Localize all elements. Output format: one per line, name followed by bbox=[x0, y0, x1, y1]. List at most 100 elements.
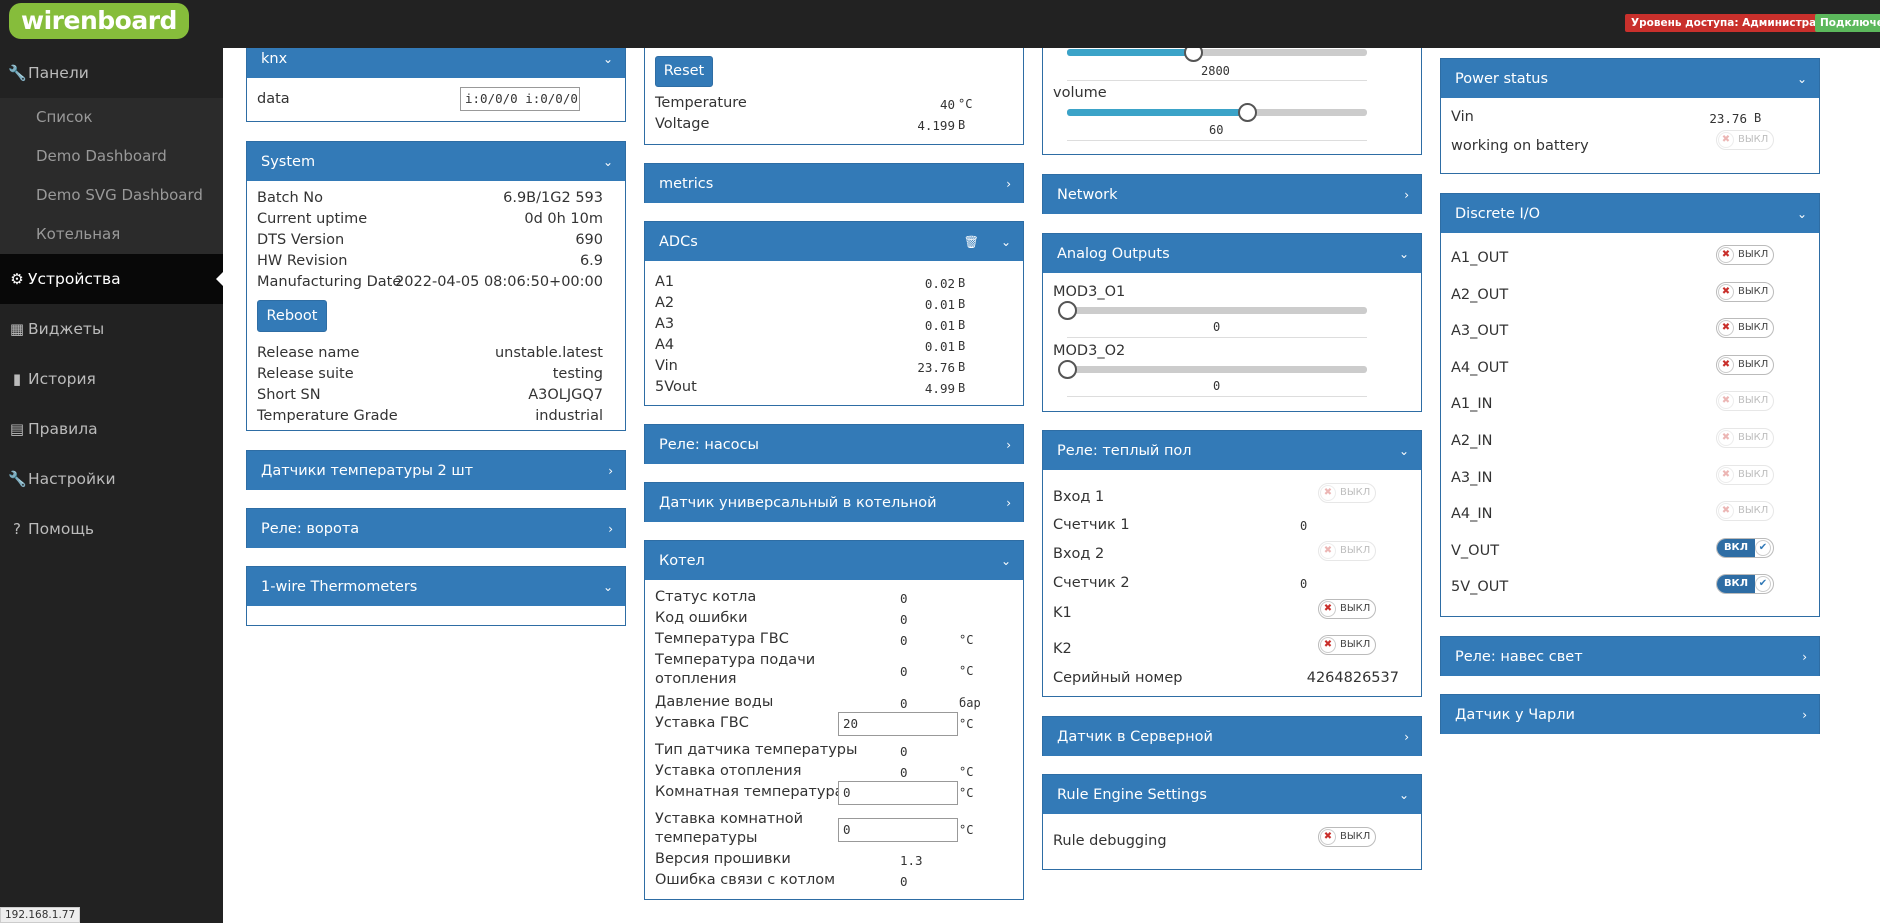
chevron-right-icon[interactable]: › bbox=[1404, 729, 1409, 744]
k1-toggle[interactable]: ✖ ВЫКЛ bbox=[1318, 599, 1376, 619]
counter1-value: 0 bbox=[1300, 519, 1308, 533]
k2-toggle[interactable]: ✖ ВЫКЛ bbox=[1318, 635, 1376, 655]
dio-toggle[interactable]: ✖ ВЫКЛ bbox=[1716, 245, 1774, 265]
rule-engine-panel: Rule Engine Settings ⌄ Rule debugging ✖ ВЫ… bbox=[1042, 774, 1422, 870]
grid-icon: ▦ bbox=[9, 320, 25, 338]
sidebar-item-label: Виджеты bbox=[28, 320, 105, 338]
chevron-down-icon[interactable]: ⌄ bbox=[1796, 71, 1807, 86]
chevron-right-icon[interactable]: › bbox=[1802, 649, 1807, 664]
panel-header[interactable]: Котел ⌄ bbox=[645, 541, 1023, 580]
chevron-right-icon[interactable]: › bbox=[608, 463, 613, 478]
boiler-value: 0 bbox=[900, 874, 908, 889]
panel-header[interactable]: Реле: навес свет › bbox=[1441, 637, 1819, 676]
slider-value: 0 bbox=[1213, 320, 1221, 334]
sidebar-item-help[interactable]: ? Помощь bbox=[0, 504, 223, 554]
dio-toggle[interactable]: ВКЛ ✔ bbox=[1716, 537, 1774, 558]
sidebar-item-devices[interactable]: ⚙ Устройства bbox=[0, 254, 223, 304]
chevron-right-icon[interactable]: › bbox=[1006, 176, 1011, 191]
mod3-o2-slider[interactable] bbox=[1058, 360, 1367, 379]
unit: °C bbox=[959, 664, 974, 678]
rule-debugging-toggle[interactable]: ✖ ВЫКЛ bbox=[1318, 827, 1376, 847]
panel-header[interactable]: Discrete I/O ⌄ bbox=[1441, 194, 1819, 233]
panel-header[interactable]: Network › bbox=[1043, 175, 1421, 214]
chevron-down-icon[interactable]: ⌄ bbox=[1398, 443, 1409, 458]
dio-toggle[interactable]: ✖ ВЫКЛ bbox=[1716, 318, 1774, 339]
boiler-input[interactable]: 20 bbox=[838, 712, 958, 736]
field-label: Температура подачи bbox=[655, 652, 816, 668]
knx-panel: knx ⌄ data i:0/0/0 i:0/0/0 bbox=[246, 38, 626, 122]
slider-fill bbox=[1067, 109, 1247, 116]
sidebar-subitem-boiler[interactable]: Котельная bbox=[0, 215, 223, 254]
field-label: A2_OUT bbox=[1451, 286, 1509, 303]
field-label: Short SN bbox=[257, 387, 321, 403]
mod3-o1-slider[interactable] bbox=[1058, 301, 1367, 320]
panel-header[interactable]: Датчики температуры 2 шт › bbox=[247, 451, 625, 490]
unit: В bbox=[958, 276, 966, 290]
slider-handle[interactable] bbox=[1238, 103, 1257, 122]
panel-header[interactable]: Rule Engine Settings ⌄ bbox=[1043, 775, 1421, 814]
dio-toggle[interactable]: ВКЛ ✔ bbox=[1716, 574, 1774, 595]
knx-data-input[interactable]: i:0/0/0 i:0/0/0 bbox=[460, 87, 580, 111]
chevron-down-icon[interactable]: ⌄ bbox=[602, 154, 613, 169]
connection-status-badge: Подключено bbox=[1815, 14, 1880, 32]
dio-toggle[interactable]: ✖ ВЫКЛ bbox=[1716, 354, 1774, 375]
chevron-right-icon[interactable]: › bbox=[1404, 187, 1409, 202]
panel-header[interactable]: Power status ⌄ bbox=[1441, 59, 1819, 98]
field-value: industrial bbox=[535, 408, 603, 424]
chevron-right-icon[interactable]: › bbox=[608, 521, 613, 536]
chevron-down-icon[interactable]: ⌄ bbox=[1398, 246, 1409, 261]
sidebar-item-widgets[interactable]: ▦ Виджеты bbox=[0, 304, 223, 354]
sidebar-item-settings[interactable]: 🔧 Настройки bbox=[0, 454, 223, 504]
wirenboard-logo[interactable]: wirenboard bbox=[9, 3, 189, 39]
chevron-down-icon[interactable]: ⌄ bbox=[602, 579, 613, 594]
field-label: A4 bbox=[655, 337, 675, 353]
panel-header[interactable]: Реле: насосы › bbox=[645, 425, 1023, 464]
panel-header[interactable]: Реле: теплый пол ⌄ bbox=[1043, 431, 1421, 470]
sidebar-item-rules[interactable]: ▤ Правила bbox=[0, 404, 223, 454]
chevron-down-icon[interactable]: ⌄ bbox=[602, 51, 613, 66]
chevron-right-icon[interactable]: › bbox=[1802, 707, 1807, 722]
slider-handle[interactable] bbox=[1058, 360, 1077, 379]
toggle-label: ВЫКЛ bbox=[1738, 468, 1769, 480]
panel-header[interactable]: Датчик у Чарли › bbox=[1441, 695, 1819, 734]
audio-slider[interactable] bbox=[1067, 43, 1367, 62]
chevron-down-icon[interactable]: ⌄ bbox=[1000, 553, 1011, 568]
panel-header[interactable]: Реле: ворота › bbox=[247, 509, 625, 548]
trash-icon[interactable]: 🗑 bbox=[963, 234, 979, 249]
sidebar-subitem-demo-svg-dashboard[interactable]: Demo SVG Dashboard bbox=[0, 176, 223, 215]
boiler-value: 0 bbox=[900, 696, 908, 711]
panel-header[interactable]: 1-wire Thermometers ⌄ bbox=[247, 567, 625, 606]
sidebar-subitem-list[interactable]: Список bbox=[0, 98, 223, 137]
chevron-down-icon[interactable]: ⌄ bbox=[1398, 787, 1409, 802]
sidebar-item-history[interactable]: ▮ История bbox=[0, 354, 223, 404]
field-label: Release name bbox=[257, 345, 360, 361]
slider-handle[interactable] bbox=[1058, 301, 1077, 320]
boiler-input[interactable]: 0 bbox=[838, 818, 958, 842]
volume-slider[interactable] bbox=[1067, 103, 1367, 122]
sidebar-item-panels[interactable]: 🔧 Панели bbox=[0, 48, 223, 98]
temp-sensors-panel: Датчики температуры 2 шт › bbox=[246, 450, 626, 490]
boiler-panel: Котел ⌄ Статус котла 0 Код ошибки 0 Температу… bbox=[644, 540, 1024, 900]
boiler-input[interactable]: 0 bbox=[838, 781, 958, 805]
chevron-right-icon[interactable]: › bbox=[1006, 437, 1011, 452]
reboot-button[interactable]: Reboot bbox=[257, 300, 327, 332]
field-label: A2_IN bbox=[1451, 433, 1493, 449]
reset-button[interactable]: Reset bbox=[655, 56, 713, 87]
dio-toggle[interactable]: ✖ ВЫКЛ bbox=[1716, 281, 1774, 302]
chevron-down-icon[interactable]: ⌄ bbox=[1000, 234, 1011, 249]
panel-header[interactable]: Analog Outputs ⌄ bbox=[1043, 234, 1421, 273]
chevron-right-icon[interactable]: › bbox=[1006, 495, 1011, 510]
panel-header[interactable]: ADCs 🗑 ⌄ bbox=[645, 222, 1023, 261]
panel-title: Реле: насосы bbox=[659, 436, 759, 453]
field-label: Ошибка связи с котлом bbox=[655, 872, 836, 888]
panel-header[interactable]: Датчик универсальный в котельной › bbox=[645, 483, 1023, 522]
sidebar-subitem-demo-dashboard[interactable]: Demo Dashboard bbox=[0, 137, 223, 176]
field-label: Voltage bbox=[655, 116, 710, 132]
adc-value: 4.99 bbox=[924, 381, 955, 396]
panel-header[interactable]: metrics › bbox=[645, 164, 1023, 203]
panel-header[interactable]: Датчик в Серверной › bbox=[1043, 717, 1421, 756]
chevron-down-icon[interactable]: ⌄ bbox=[1796, 206, 1807, 221]
field-label: A2 bbox=[655, 295, 675, 311]
panel-header[interactable]: System ⌄ bbox=[247, 142, 625, 181]
field-label: Версия прошивки bbox=[655, 851, 791, 867]
